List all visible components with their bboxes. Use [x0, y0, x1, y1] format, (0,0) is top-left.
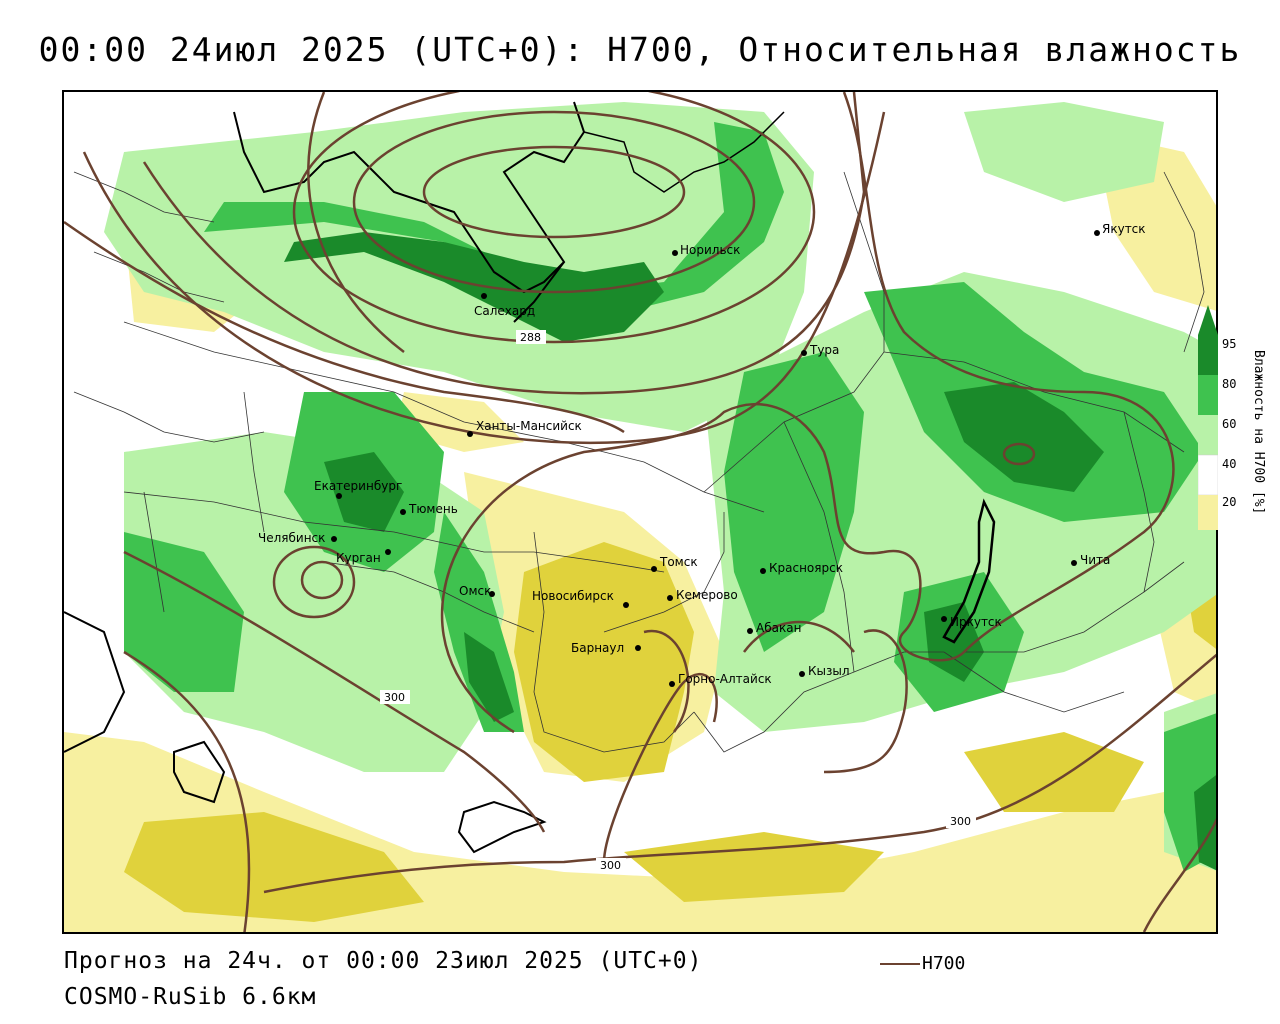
- city-abakan: Абакан: [747, 621, 801, 635]
- contour-labels: 288 300 300 300: [380, 330, 976, 872]
- city-omsk: Омск: [459, 584, 495, 598]
- city-label: Якутск: [1102, 222, 1146, 236]
- legend-tick-95: 95: [1222, 337, 1237, 351]
- contour-label-300-south: 300: [600, 859, 621, 872]
- city-label: Тюмень: [408, 502, 458, 516]
- city-label: Чита: [1080, 553, 1110, 567]
- city-label: Красноярск: [769, 561, 843, 575]
- legend-tick-80: 80: [1222, 377, 1237, 391]
- city-label: Кемерово: [676, 588, 738, 602]
- city-label: Норильск: [680, 243, 740, 257]
- legend-tick-40: 40: [1222, 457, 1237, 471]
- city-gorno-altaysk: Горно-Алтайск: [669, 672, 772, 687]
- city-label: Екатеринбург: [314, 479, 402, 493]
- city-khanty-mansiysk: Ханты-Мансийск: [467, 419, 582, 437]
- city-tyumen: Тюмень: [400, 502, 458, 516]
- city-label: Иркутск: [950, 615, 1002, 629]
- city-chelyabinsk: Челябинск: [258, 531, 337, 545]
- humidity-colorbar: [1198, 305, 1218, 530]
- city-barnaul: Барнаул: [571, 641, 641, 655]
- rh-high-areas: [124, 122, 1216, 872]
- city-label: Томск: [659, 555, 698, 569]
- city-label: Горно-Алтайск: [678, 672, 772, 686]
- h700-contours: [64, 92, 1216, 932]
- city-markers: Якутск Норильск Салехард Тура Ханты-Манс…: [258, 222, 1146, 687]
- city-label: Барнаул: [571, 641, 624, 655]
- contour-label-300-west: 300: [384, 691, 405, 704]
- city-kemerovo: Кемерово: [667, 588, 738, 602]
- city-label: Омск: [459, 584, 491, 598]
- borders-layer: [64, 101, 1205, 854]
- city-irkutsk: Иркутск: [941, 615, 1002, 629]
- legend-tick-60: 60: [1222, 417, 1237, 431]
- h700-line-sample: [880, 963, 920, 965]
- contour-label-288: 288: [520, 331, 541, 344]
- city-tura: Тура: [801, 343, 839, 357]
- rh-saturated-areas: [284, 232, 1216, 871]
- contour-label-300-east: 300: [950, 815, 971, 828]
- city-chita: Чита: [1071, 553, 1110, 567]
- city-yakutsk: Якутск: [1094, 222, 1146, 236]
- city-label: Тура: [809, 343, 839, 357]
- forecast-info: Прогноз на 24ч. от 00:00 23июл 2025 (UTC…: [64, 948, 703, 974]
- city-yekaterinburg: Екатеринбург: [314, 479, 402, 499]
- city-label: Ханты-Мансийск: [476, 419, 582, 433]
- city-kyzyl: Кызыл: [799, 664, 850, 678]
- city-tomsk: Томск: [651, 555, 698, 572]
- model-name: COSMO-RuSib 6.6км: [64, 984, 317, 1010]
- city-label: Челябинск: [258, 531, 325, 545]
- humidity-map: 288 300 300 300 Якутск Норильск Салехард…: [62, 90, 1218, 934]
- city-label: Курган: [336, 551, 381, 565]
- h700-line-label: H700: [922, 953, 966, 974]
- city-krasnoyarsk: Красноярск: [760, 561, 843, 575]
- city-norilsk: Норильск: [672, 243, 740, 257]
- city-label: Салехард: [474, 304, 535, 318]
- city-novosibirsk: Новосибирск: [532, 589, 629, 608]
- city-label: Абакан: [756, 621, 801, 635]
- legend-title: Влажность на H700 [%]: [1251, 350, 1266, 515]
- city-label: Новосибирск: [532, 589, 614, 603]
- map-title: 00:00 24июл 2025 (UTC+0): H700, Относите…: [38, 30, 1242, 69]
- city-kurgan: Курган: [336, 549, 391, 565]
- legend-tick-20: 20: [1222, 495, 1237, 509]
- city-salekhard: Салехард: [474, 293, 535, 318]
- city-label: Кызыл: [808, 664, 850, 678]
- map-canvas: 288 300 300 300 Якутск Норильск Салехард…: [64, 92, 1216, 932]
